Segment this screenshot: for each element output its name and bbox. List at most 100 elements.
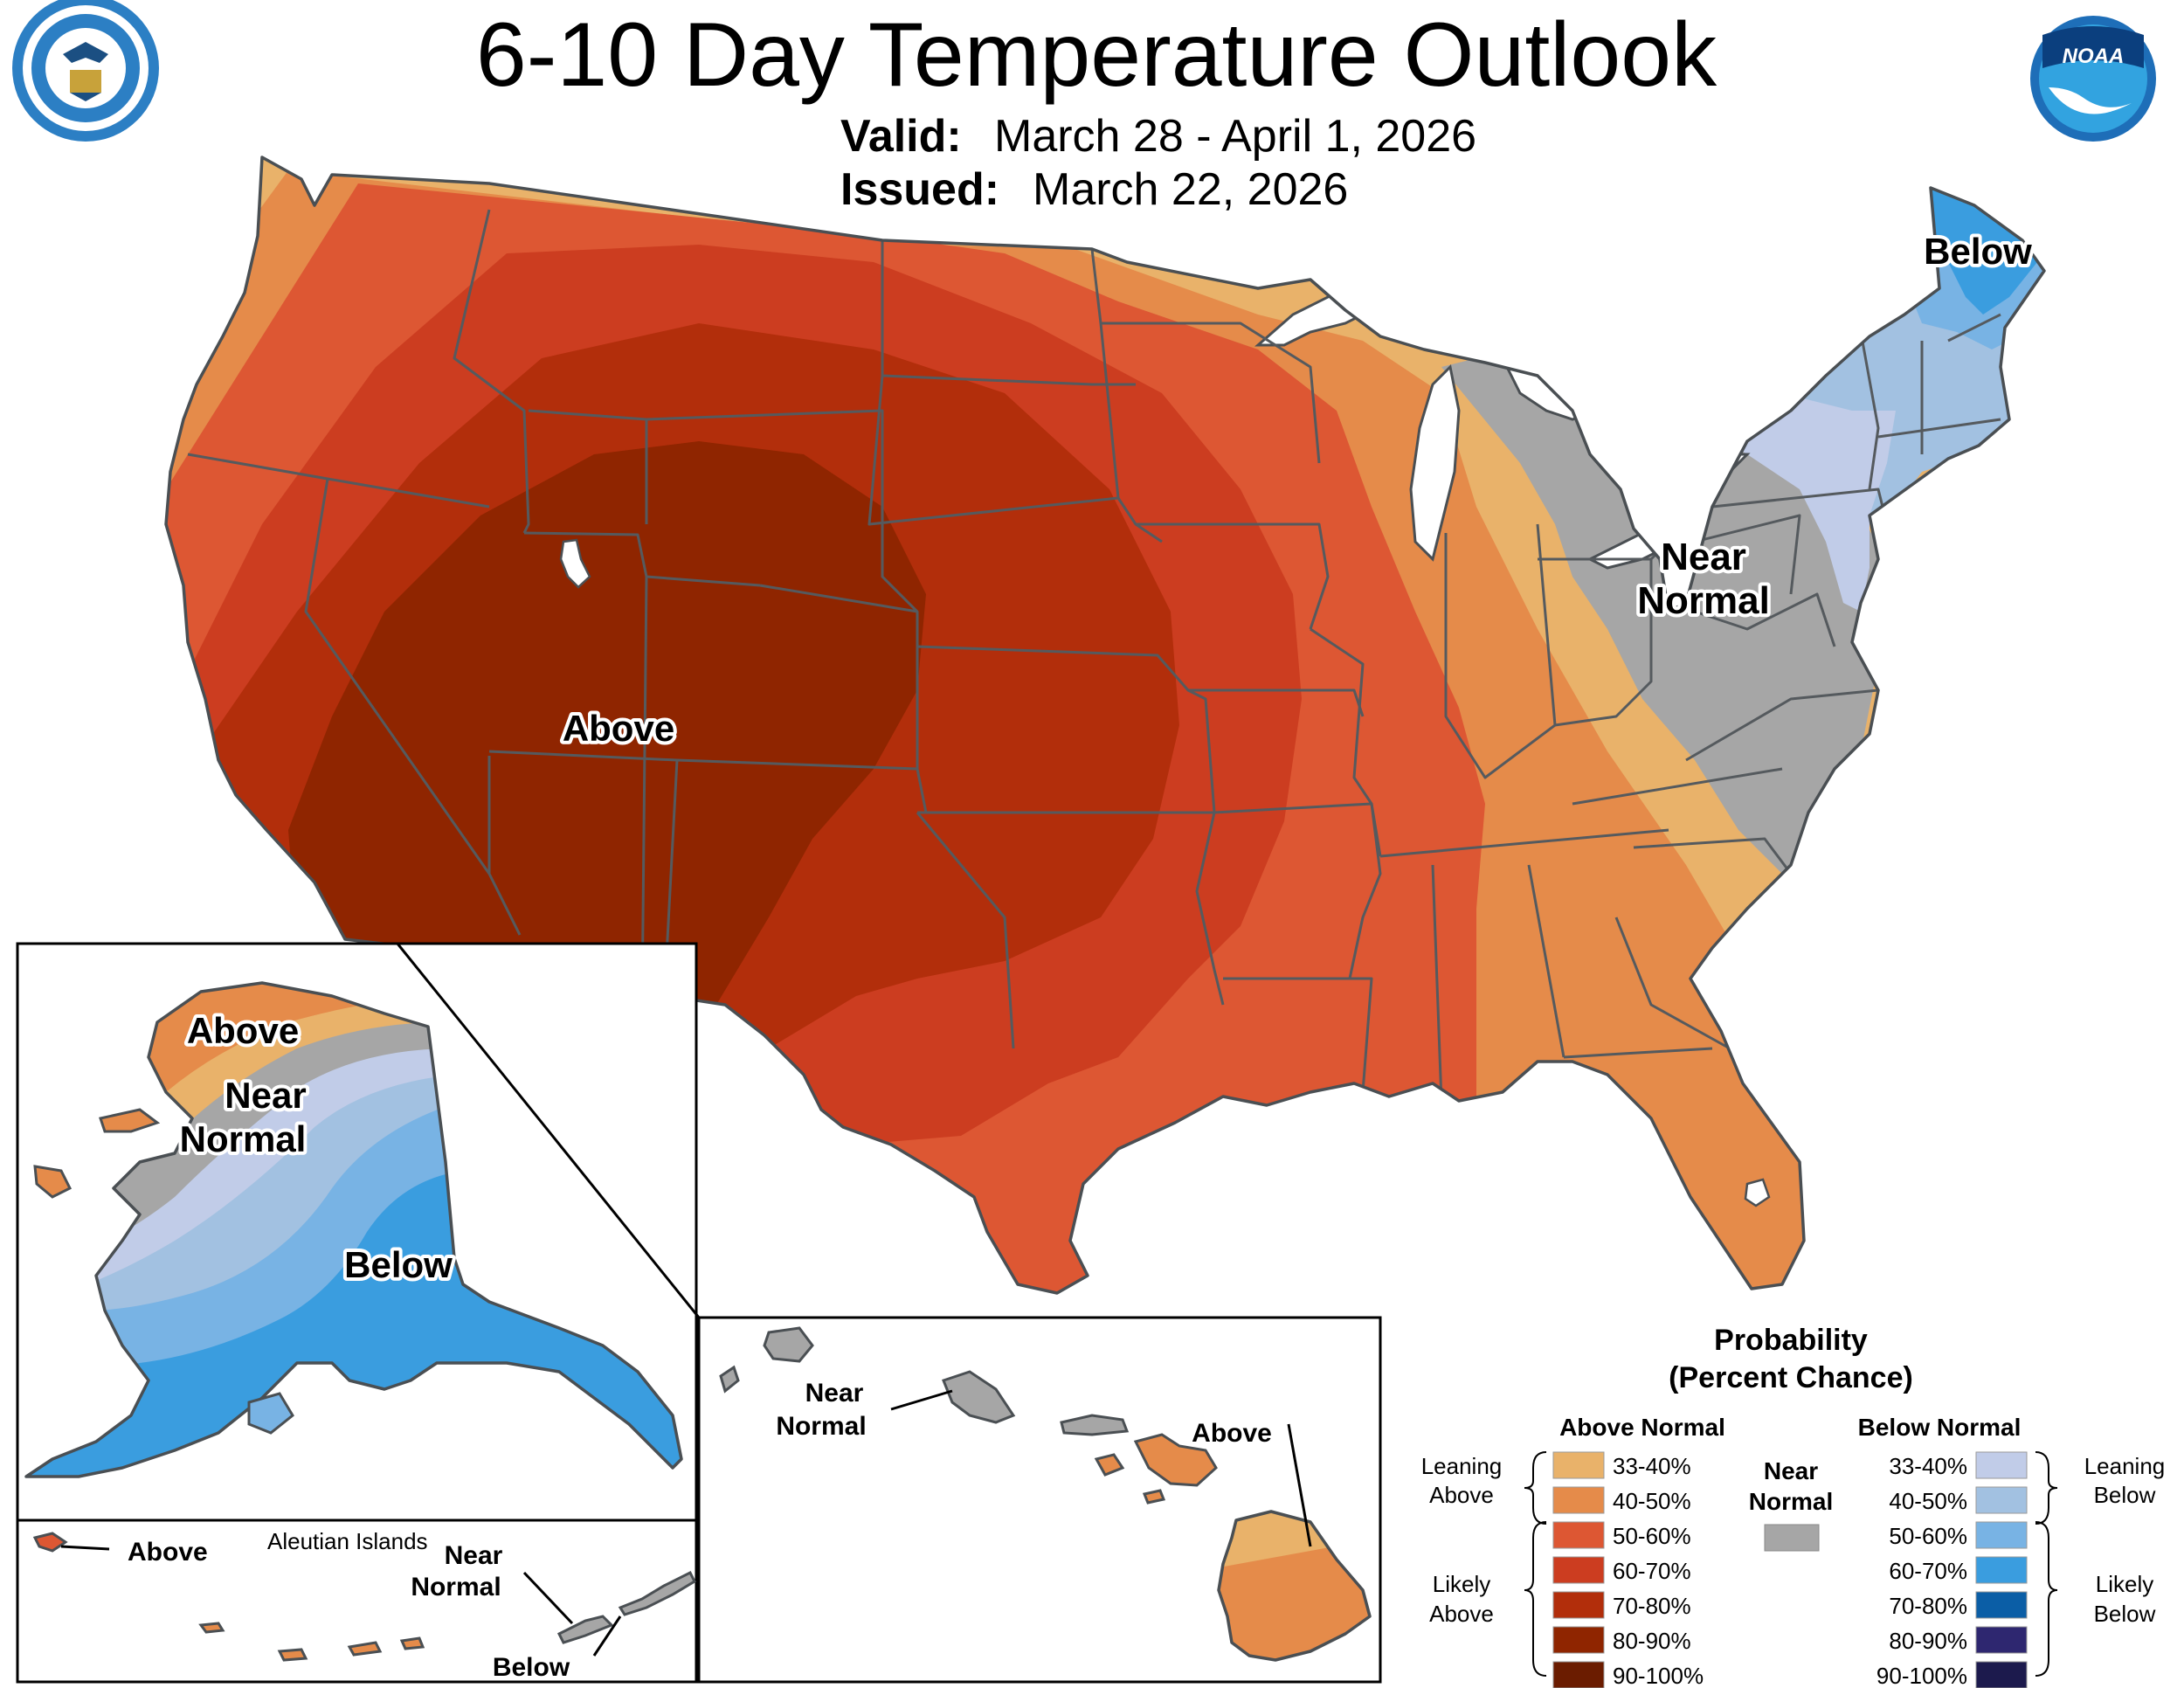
legend-above-label-40-50: 40-50% <box>1613 1488 1691 1514</box>
hawaii-near-normal-label-line1: Near <box>805 1379 864 1408</box>
leaning-below-line1: Leaning <box>2084 1453 2166 1479</box>
legend-below-swatch-50-60 <box>1975 1521 2028 1549</box>
legend-above-swatch-40-50 <box>1552 1486 1605 1514</box>
valid-label: Valid: <box>840 111 962 162</box>
aleutian-below-label: Below <box>493 1653 570 1682</box>
conus-near-normal-region <box>1441 349 1887 874</box>
issued-label: Issued: <box>840 164 999 215</box>
conus-near-normal-label-line2: Normal <box>1637 579 1770 622</box>
st-lawrence-island <box>99 1108 161 1133</box>
aleutian-above-pointer <box>60 1545 110 1551</box>
legend-above-label-90-100: 90-100% <box>1613 1663 1704 1688</box>
valid-dates: March 28 - April 1, 2026 <box>994 111 1476 162</box>
noaa-logo-text: NOAA <box>2063 45 2125 68</box>
legend-near-normal-line2: Normal <box>1749 1488 1833 1515</box>
aleutian-below-pointer <box>592 1615 622 1657</box>
legend-title-line1: Probability <box>1714 1324 1868 1357</box>
likely-below-line2: Below <box>2094 1601 2156 1627</box>
legend-above-label-33-40: 33-40% <box>1613 1453 1691 1479</box>
legend-above-label-60-70: 60-70% <box>1613 1558 1691 1584</box>
kauai-island <box>763 1326 814 1363</box>
legend-above-swatch-33-40 <box>1552 1451 1605 1479</box>
legend-below-label-33-40: 33-40% <box>1889 1453 1967 1479</box>
molokai-island <box>1060 1414 1130 1436</box>
conus-above-80-90-region <box>288 441 926 1005</box>
legend-above-normal-header: Above Normal <box>1559 1414 1725 1441</box>
lanai-island <box>1094 1453 1125 1477</box>
conus-below-60-70-region <box>1922 175 2044 315</box>
legend-near-normal-swatch <box>1764 1524 1820 1552</box>
aleutian-inset: Aleutian Islands Above Near Normal Below <box>16 1519 698 1684</box>
leaning-above-brace <box>1524 1451 1547 1525</box>
nunivak-island <box>33 1165 73 1199</box>
aleutian-central-islands <box>198 1622 425 1662</box>
legend-below-swatch-33-40 <box>1975 1451 2028 1479</box>
maui-island <box>1133 1433 1218 1487</box>
issued-date: March 22, 2026 <box>1033 164 1348 215</box>
legend-below-swatch-60-70 <box>1975 1556 2028 1584</box>
ak-near-normal-label-line2: Normal <box>180 1118 307 1159</box>
aleutian-east-islands <box>556 1570 696 1644</box>
aleutian-above-label: Above <box>128 1538 208 1567</box>
hawaii-above-label: Above <box>1192 1419 1272 1448</box>
aleutian-west-islands <box>32 1532 68 1553</box>
hawaii-inset: Near Normal Above <box>697 1316 1382 1684</box>
legend-below-label-90-100: 90-100% <box>1876 1663 1967 1688</box>
legend-below-label-40-50: 40-50% <box>1889 1488 1967 1514</box>
legend-below-swatch-90-100 <box>1975 1661 2028 1688</box>
lake-okeechobee <box>1744 1178 1771 1207</box>
aleutian-near-pointer <box>522 1571 574 1625</box>
hawaii-near-pointer <box>890 1389 953 1411</box>
aleutian-near-normal-label-line2: Normal <box>411 1573 501 1602</box>
likely-below-line1: Likely <box>2096 1571 2153 1597</box>
page-title: 6-10 Day Temperature Outlook <box>476 4 1717 106</box>
conus-below-label: Below <box>1924 231 2032 272</box>
leaning-below-line2: Below <box>2094 1482 2156 1508</box>
likely-above-line1: Likely <box>1433 1571 1490 1597</box>
legend-above-label-80-90: 80-90% <box>1613 1628 1691 1654</box>
legend-below-label-60-70: 60-70% <box>1889 1558 1967 1584</box>
leaning-above-line2: Above <box>1429 1482 1494 1508</box>
legend-above-swatch-70-80 <box>1552 1591 1605 1619</box>
ak-above-label: Above <box>187 1010 299 1051</box>
alaska-inset: Above Near Normal Below <box>16 942 702 1522</box>
state-boundaries <box>187 209 2001 1102</box>
probability-legend: Probability (Percent Chance) Above Norma… <box>1421 1324 2166 1688</box>
oahu-island <box>942 1370 1016 1424</box>
noaa-logo: NOAA <box>2030 16 2156 142</box>
aleutian-near-normal-label-line1: Near <box>445 1541 503 1570</box>
legend-below-label-50-60: 50-60% <box>1889 1523 1967 1549</box>
legend-below-normal-header: Below Normal <box>1858 1414 2022 1441</box>
leaning-above-line1: Leaning <box>1421 1453 1503 1479</box>
ak-below-label: Below <box>344 1244 453 1285</box>
legend-title-line2: (Percent Chance) <box>1669 1361 1913 1394</box>
legend-near-normal-line1: Near <box>1764 1457 1818 1484</box>
likely-above-brace <box>1524 1521 1547 1677</box>
legend-below-swatch-70-80 <box>1975 1591 2028 1619</box>
legend-above-swatch-50-60 <box>1552 1521 1605 1549</box>
legend-above-label-70-80: 70-80% <box>1613 1593 1691 1619</box>
legend-above-swatches: 33-40% 40-50% 50-60% 60-70% 70-80% 80-90% 90-1… <box>1552 1451 1704 1688</box>
big-island-outline <box>1217 1510 1372 1662</box>
leaning-below-brace <box>2035 1451 2058 1525</box>
aleutian-islands-title: Aleutian Islands <box>267 1528 428 1554</box>
legend-below-label-70-80: 70-80% <box>1889 1593 1967 1619</box>
legend-below-swatch-40-50 <box>1975 1486 2028 1514</box>
niihau-island <box>719 1365 740 1394</box>
great-salt-lake <box>559 538 591 589</box>
commerce-seal-logo <box>12 0 159 142</box>
legend-below-swatches: 33-40% 40-50% 50-60% 60-70% 70-80% 80-90% 90-1… <box>1876 1451 2028 1688</box>
conus-near-normal-label-line1: Near <box>1661 536 1746 578</box>
alaska-outline <box>24 981 683 1478</box>
likely-above-line2: Above <box>1429 1601 1494 1627</box>
conus-above-label: Above <box>563 708 674 749</box>
kodiak-island <box>247 1392 294 1435</box>
legend-above-swatch-90-100 <box>1552 1661 1605 1688</box>
hawaii-near-normal-label-line2: Normal <box>776 1412 866 1441</box>
legend-below-label-80-90: 80-90% <box>1889 1628 1967 1654</box>
likely-below-brace <box>2035 1521 2058 1677</box>
kahoolawe-island <box>1142 1489 1166 1505</box>
hawaii-above-pointer <box>1287 1423 1312 1547</box>
legend-below-swatch-80-90 <box>1975 1626 2028 1654</box>
